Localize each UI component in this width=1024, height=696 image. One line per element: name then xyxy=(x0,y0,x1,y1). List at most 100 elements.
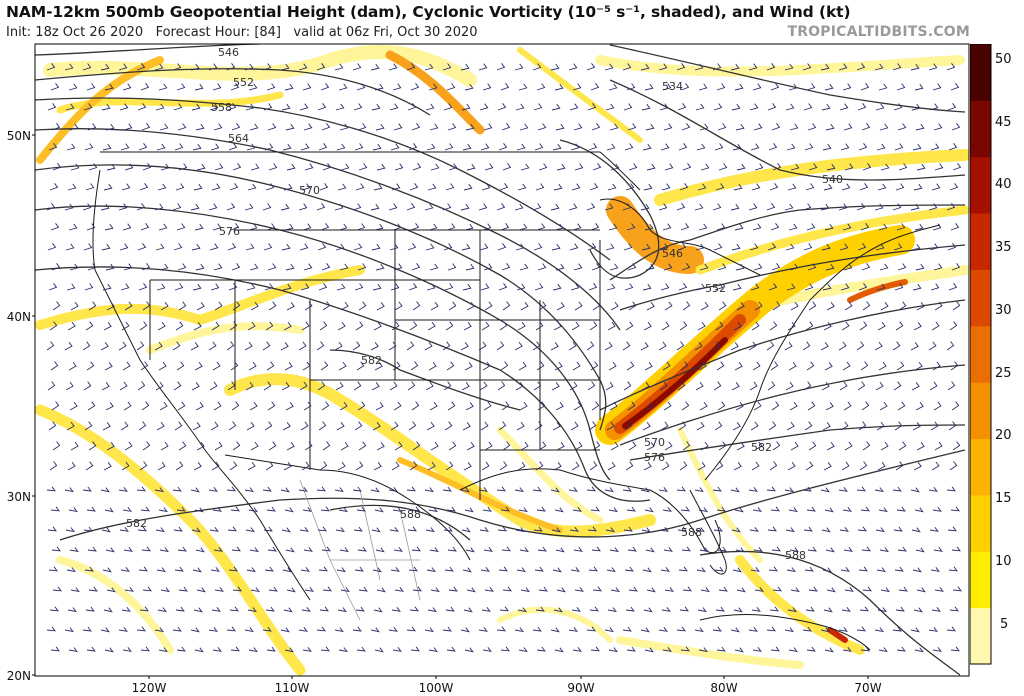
wind-barb xyxy=(334,627,344,633)
wind-barb xyxy=(948,421,957,431)
wind-barb xyxy=(177,401,186,411)
wind-barb xyxy=(826,587,836,593)
wind-barb xyxy=(286,587,296,593)
wind-barb xyxy=(411,546,421,552)
wind-barb xyxy=(681,401,690,411)
wind-barb xyxy=(425,103,435,111)
wind-barb xyxy=(156,283,166,291)
contour-label: 546 xyxy=(662,247,683,260)
wind-barb xyxy=(248,223,258,231)
wind-barb xyxy=(802,63,812,71)
wind-barb xyxy=(119,381,128,391)
wind-barb xyxy=(766,203,776,211)
wind-barb xyxy=(682,163,692,171)
vorticity-band xyxy=(606,196,704,274)
wind-barb xyxy=(82,203,92,211)
wind-barb xyxy=(232,586,242,592)
wind-barb xyxy=(570,421,579,431)
wind-barb xyxy=(876,421,885,431)
wind-barb xyxy=(861,123,871,131)
wind-barb xyxy=(426,143,436,151)
wind-barb xyxy=(173,243,183,251)
wind-barb xyxy=(590,361,599,371)
wind-barb xyxy=(340,301,349,311)
wind-barb xyxy=(388,63,398,71)
wind-barb xyxy=(430,587,440,593)
contour-line xyxy=(329,349,521,411)
wind-barb xyxy=(676,626,686,632)
wind-barb xyxy=(462,422,471,431)
wind-barb xyxy=(47,526,57,532)
wind-barb xyxy=(608,83,618,91)
wind-barb xyxy=(406,341,415,351)
wind-barb xyxy=(212,83,222,91)
wind-barb xyxy=(771,546,781,552)
wind-barb xyxy=(338,361,347,371)
wind-barb xyxy=(605,243,615,251)
wind-barb xyxy=(175,321,184,331)
wind-barb xyxy=(322,586,332,592)
wind-barb xyxy=(302,223,312,231)
wind-barb xyxy=(498,421,507,431)
wind-barb xyxy=(372,567,382,573)
wind-barb xyxy=(212,223,222,231)
wind-barb xyxy=(892,341,901,351)
wind-barb xyxy=(354,421,363,431)
wind-barb xyxy=(230,83,240,91)
wind-barb xyxy=(208,627,218,632)
wind-barb xyxy=(589,321,598,331)
wind-barb xyxy=(753,547,763,552)
wind-barb xyxy=(663,401,672,411)
wind-barb xyxy=(105,123,115,131)
wind-barb xyxy=(262,63,272,71)
wind-barb xyxy=(372,422,381,431)
wind-barb xyxy=(844,441,853,451)
wind-barb xyxy=(263,526,273,532)
wind-barb xyxy=(591,123,601,131)
wind-barb xyxy=(244,487,254,493)
contour-line xyxy=(329,504,471,541)
wind-barb xyxy=(444,566,454,572)
wind-barb xyxy=(337,183,347,191)
wind-barb xyxy=(712,63,722,71)
wind-barb xyxy=(916,163,926,171)
wind-barb xyxy=(461,382,470,391)
wind-barb xyxy=(249,401,258,411)
wind-barb xyxy=(608,361,617,371)
wind-barb xyxy=(554,223,564,231)
contour-line xyxy=(35,97,611,261)
wind-barb xyxy=(627,401,636,411)
wind-barb xyxy=(228,283,238,291)
colorbar-swatch xyxy=(970,382,991,440)
wind-barb xyxy=(716,83,726,91)
wind-barb xyxy=(69,401,78,411)
wind-barb xyxy=(875,103,885,111)
wind-barb xyxy=(753,263,763,271)
wind-barb xyxy=(646,587,656,593)
wind-barb xyxy=(856,341,865,351)
wind-barb xyxy=(50,646,60,652)
wind-barb xyxy=(121,321,130,331)
colorbar-swatch xyxy=(970,551,991,609)
wind-barb xyxy=(478,627,488,632)
wind-barb xyxy=(678,421,687,431)
wind-barb xyxy=(572,647,582,652)
wind-barb xyxy=(821,103,831,111)
wind-barb xyxy=(500,361,509,371)
wind-barb xyxy=(499,321,508,331)
wind-barb xyxy=(915,123,925,131)
wind-barb xyxy=(788,83,798,91)
wind-barb xyxy=(861,263,871,271)
wind-barb xyxy=(626,361,635,371)
wind-barb xyxy=(174,143,184,151)
contour-label: 570 xyxy=(644,436,665,449)
wind-barb xyxy=(606,421,615,431)
wind-barb xyxy=(874,203,884,211)
wind-barb xyxy=(319,461,328,471)
contour-line xyxy=(609,44,966,113)
wind-barb xyxy=(230,223,240,231)
contour-label: 558 xyxy=(211,101,232,114)
wind-barb xyxy=(67,607,77,613)
wind-barb xyxy=(245,243,255,251)
wind-barb xyxy=(930,567,940,572)
